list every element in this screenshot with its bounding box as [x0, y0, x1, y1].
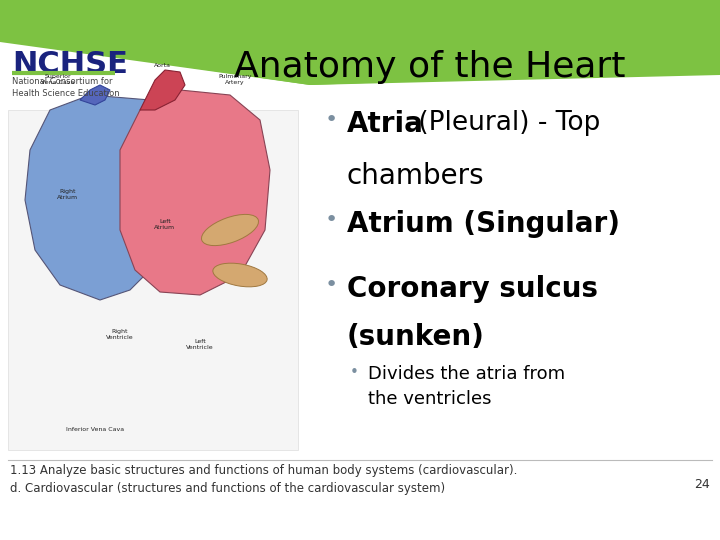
Text: 1.13 Analyze basic structures and functions of human body systems (cardiovascula: 1.13 Analyze basic structures and functi…: [10, 464, 518, 477]
Polygon shape: [25, 95, 175, 300]
Text: NCHSE: NCHSE: [12, 50, 128, 79]
Text: (sunken): (sunken): [347, 323, 485, 351]
Polygon shape: [0, 0, 720, 85]
Text: Atrium (Singular): Atrium (Singular): [347, 210, 620, 238]
Text: Left
Atrium: Left Atrium: [154, 219, 176, 230]
Text: Pulmonary
Artery: Pulmonary Artery: [218, 74, 252, 85]
Text: Divides the atria from
the ventricles: Divides the atria from the ventricles: [368, 365, 565, 408]
Text: •: •: [325, 275, 338, 295]
Text: chambers: chambers: [347, 162, 485, 190]
Text: Right
Atrium: Right Atrium: [58, 189, 78, 200]
Polygon shape: [140, 70, 185, 110]
Text: •: •: [325, 110, 338, 130]
Text: Aorta: Aorta: [153, 63, 171, 68]
Text: Atria: Atria: [347, 110, 424, 138]
Polygon shape: [0, 0, 720, 85]
Text: (Pleural) - Top: (Pleural) - Top: [410, 110, 600, 136]
Text: Coronary sulcus: Coronary sulcus: [347, 275, 598, 303]
Text: Right
Ventricle: Right Ventricle: [106, 329, 134, 340]
Text: Anatomy of the Heart: Anatomy of the Heart: [234, 50, 626, 84]
Text: •: •: [325, 210, 338, 230]
Text: Superior
Vena Cava: Superior Vena Cava: [41, 74, 75, 85]
Polygon shape: [120, 90, 270, 295]
Text: 24: 24: [694, 478, 710, 491]
Text: Left
Ventricle: Left Ventricle: [186, 339, 214, 350]
Text: Inferior Vena Cava: Inferior Vena Cava: [66, 427, 124, 432]
Ellipse shape: [213, 263, 267, 287]
Text: •: •: [350, 365, 359, 380]
Polygon shape: [80, 85, 110, 105]
Text: National Consortium for
Health Science Education: National Consortium for Health Science E…: [12, 77, 120, 98]
Ellipse shape: [202, 214, 258, 246]
FancyBboxPatch shape: [8, 110, 298, 450]
Text: d. Cardiovascular (structures and functions of the cardiovascular system): d. Cardiovascular (structures and functi…: [10, 482, 445, 495]
